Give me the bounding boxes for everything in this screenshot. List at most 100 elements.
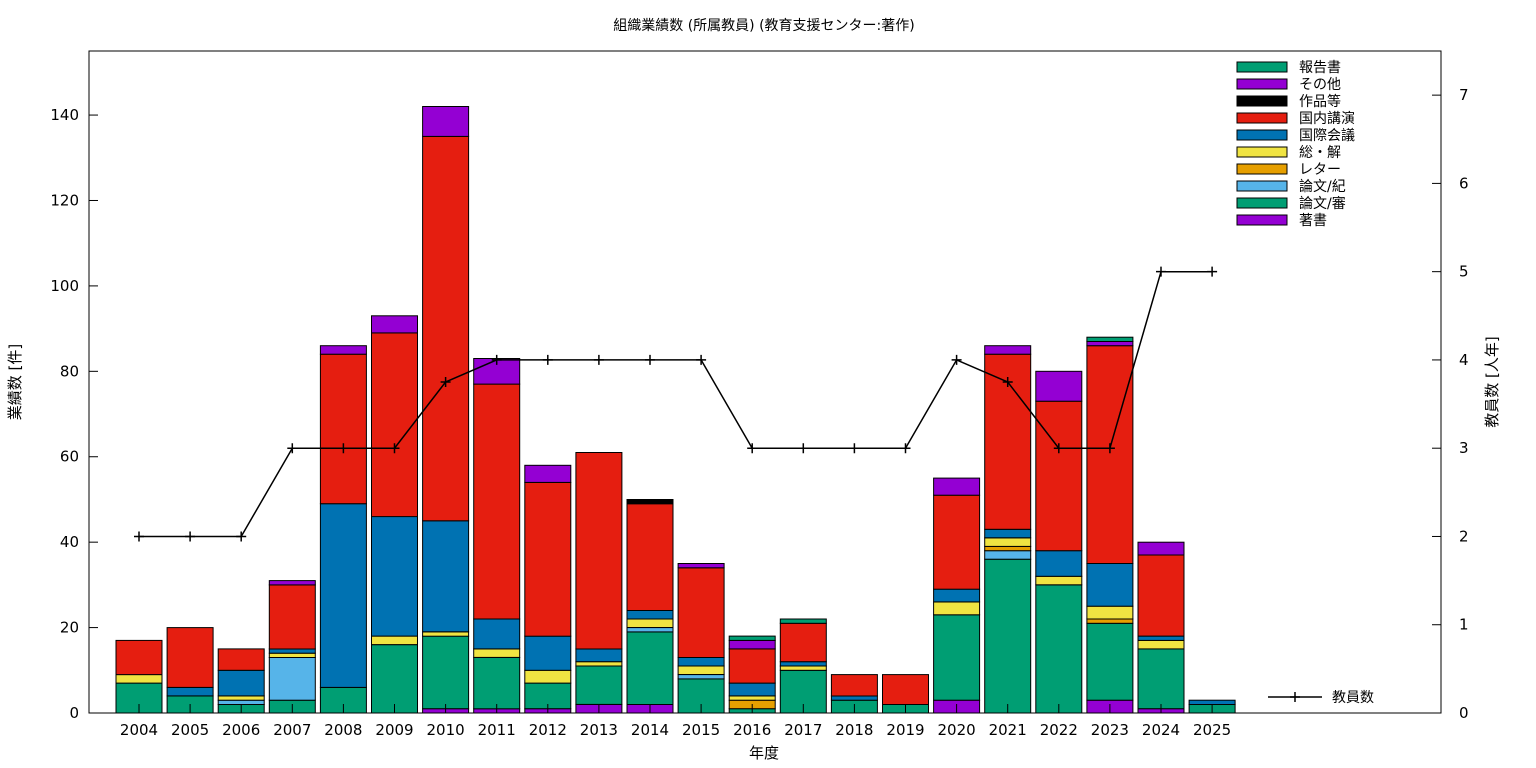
x-tick-label-2023: 2023 <box>1091 721 1129 739</box>
bar-segment-2015-5 <box>677 657 725 667</box>
legend-swatch-7 <box>1236 180 1288 192</box>
y2-tick-label-2: 2 <box>1459 527 1469 545</box>
x-tick-label-2017: 2017 <box>784 721 822 739</box>
bar-segment-2011-1 <box>473 657 521 710</box>
line-point-2021 <box>1002 377 1013 387</box>
bar-segment-2014-7 <box>626 499 674 505</box>
bars-layer <box>115 106 1236 714</box>
line-point-2010 <box>440 377 451 387</box>
bar-segment-2023-3 <box>1086 618 1134 624</box>
bar-segment-2006-6 <box>217 648 265 671</box>
bar-segment-2018-5 <box>830 695 878 701</box>
y-tick-label-100: 100 <box>50 277 79 295</box>
bar-segment-2013-5 <box>575 648 623 663</box>
bar-segment-2023-6 <box>1086 345 1134 565</box>
y2-tick-label-1: 1 <box>1459 616 1469 634</box>
bar-segment-2025-5 <box>1188 699 1236 706</box>
line-point-2005 <box>185 531 196 542</box>
x-tick-label-2020: 2020 <box>938 721 976 739</box>
bar-segment-2011-5 <box>473 618 521 650</box>
x-tick-label-2010: 2010 <box>427 721 465 739</box>
bar-segment-2020-6 <box>933 494 981 590</box>
bar-segment-2009-4 <box>371 635 418 646</box>
legend-label-4: 国際会議 <box>1299 127 1355 144</box>
x-tick-label-2014: 2014 <box>631 721 669 739</box>
bar-segment-2015-6 <box>677 567 725 658</box>
bar-segment-2021-8 <box>984 345 1032 355</box>
x-tick-label-2008: 2008 <box>324 721 362 739</box>
bar-segment-2014-4 <box>626 618 674 628</box>
legend-line-marker <box>1290 692 1300 702</box>
x-tick-label-2013: 2013 <box>580 721 618 739</box>
bar-segment-2005-6 <box>166 627 214 688</box>
legend-swatch-3 <box>1236 112 1288 124</box>
legend-swatch-4 <box>1236 129 1288 141</box>
y-tick-label-20: 20 <box>60 619 79 637</box>
bar-segment-2016-6 <box>728 648 776 684</box>
bar-segment-2020-4 <box>933 601 981 616</box>
bar-segment-2020-8 <box>933 477 981 496</box>
line-point-2015 <box>696 354 707 365</box>
legend-swatch-6 <box>1236 163 1288 175</box>
bar-segment-2015-8 <box>677 563 725 569</box>
bar-segment-2004-6 <box>115 639 163 676</box>
bar-segment-2016-4 <box>728 695 776 701</box>
legend-label-1: その他 <box>1299 77 1341 93</box>
bar-segment-2014-1 <box>626 631 674 706</box>
bar-segment-2012-5 <box>524 635 572 671</box>
line-point-2025 <box>1207 266 1218 277</box>
bar-segment-2020-1 <box>933 614 981 701</box>
line-point-2016 <box>747 443 758 454</box>
line-point-2011 <box>491 354 502 365</box>
bar-segment-2022-1 <box>1035 584 1083 714</box>
bar-segment-2007-4 <box>268 652 316 659</box>
bar-segment-2016-9 <box>728 635 776 641</box>
bar-segment-2005-5 <box>166 686 214 697</box>
y-tick-label-140: 140 <box>50 106 79 124</box>
legend-swatch-9 <box>1236 214 1288 226</box>
bar-segment-2022-5 <box>1035 550 1083 577</box>
bar-segment-2009-5 <box>371 516 418 637</box>
plot-frame <box>88 50 1442 714</box>
line-point-2006 <box>236 531 247 542</box>
bar-segment-2021-2 <box>984 550 1032 560</box>
x-tick-label-2011: 2011 <box>478 721 516 739</box>
bar-segment-2022-8 <box>1035 370 1083 402</box>
x-tick-label-2009: 2009 <box>375 721 413 739</box>
bar-segment-2006-5 <box>217 669 265 697</box>
bar-segment-2022-4 <box>1035 575 1083 586</box>
y2-tick-label-5: 5 <box>1459 263 1469 281</box>
bar-segment-2017-9 <box>779 618 827 624</box>
bar-segment-2013-4 <box>575 661 623 667</box>
bar-segment-2009-8 <box>371 315 418 334</box>
legend-swatch-1 <box>1236 78 1288 90</box>
bar-segment-2007-5 <box>268 648 316 654</box>
legend-label-3: 国内講演 <box>1299 111 1355 127</box>
bar-segment-2017-6 <box>779 622 827 663</box>
legend-swatch-5 <box>1236 146 1288 158</box>
y-tick-label-60: 60 <box>60 448 79 466</box>
line-point-2018 <box>849 443 860 454</box>
bar-segment-2006-2 <box>217 699 265 706</box>
axes-layer: 0 20 40 60 80 100 120 140 0 1 2 3 4 5 6 7 2004 2005 2006 20… <box>50 86 1468 739</box>
legend-swatch-0 <box>1236 61 1288 73</box>
y2-tick-label-7: 7 <box>1459 86 1469 104</box>
y2-axis-title: 教員数 [人年] <box>1483 336 1501 427</box>
bar-segment-2006-4 <box>217 695 265 701</box>
bar-segment-2007-2 <box>268 657 316 701</box>
bar-segment-2023-4 <box>1086 605 1134 620</box>
bar-segment-2010-4 <box>422 631 470 637</box>
bar-segment-2024-8 <box>1137 541 1185 556</box>
y-axis-title: 業績数 [件] <box>6 344 24 420</box>
chart-title: 組織業績数 (所属教員) (教育支援センター:著作) <box>613 18 914 34</box>
legend-label-7: 論文/紀 <box>1299 179 1346 195</box>
bar-segment-2012-8 <box>524 464 572 483</box>
line-point-2020 <box>951 354 962 365</box>
bar-segment-2010-5 <box>422 520 470 633</box>
bar-segment-2007-6 <box>268 584 316 650</box>
legend-swatch-2 <box>1236 95 1288 107</box>
line-point-2017 <box>798 443 809 454</box>
bar-segment-2008-5 <box>319 503 367 688</box>
y2-tick-label-0: 0 <box>1459 704 1469 722</box>
bar-segment-2010-1 <box>422 635 470 710</box>
